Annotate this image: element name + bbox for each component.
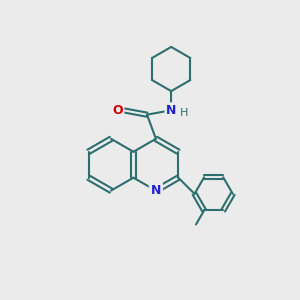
Text: O: O — [112, 104, 123, 117]
Text: N: N — [151, 184, 161, 197]
Text: N: N — [166, 104, 176, 117]
Text: H: H — [179, 108, 188, 118]
